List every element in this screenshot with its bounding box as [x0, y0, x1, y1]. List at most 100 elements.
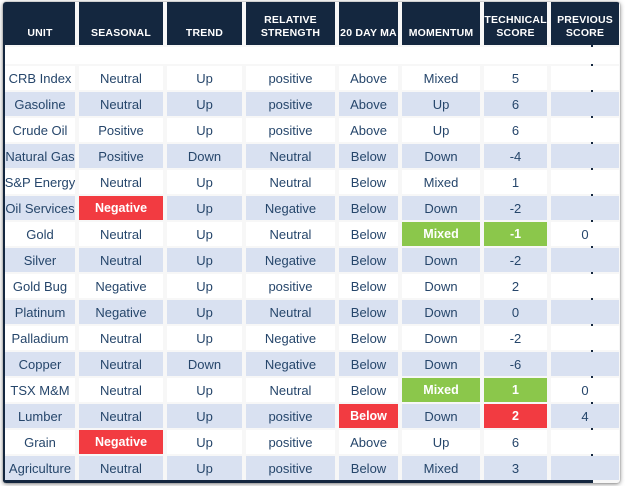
table-cell: [551, 196, 619, 220]
table-cell: Up: [167, 430, 242, 454]
table-cell: Neutral: [79, 456, 163, 480]
table-cell: [551, 274, 619, 298]
table-cell: Below: [339, 222, 398, 246]
table-cell: Up: [167, 170, 242, 194]
table-cell: Mixed: [402, 170, 480, 194]
table-cell: Down: [402, 196, 480, 220]
table-cell: positive: [246, 430, 335, 454]
table-cell: Below: [339, 274, 398, 298]
table-cell: [551, 92, 619, 116]
table-cell: Negative: [246, 248, 335, 272]
table-cell: Neutral: [79, 92, 163, 116]
table-cell: positive: [246, 66, 335, 90]
row-label-cell: Silver: [5, 248, 75, 272]
table-cell: 2: [484, 404, 547, 428]
row-label-cell: Copper: [5, 352, 75, 376]
row-label-cell: Gasoline: [5, 92, 75, 116]
table-cell: [551, 144, 619, 168]
table-cell: Neutral: [246, 378, 335, 402]
table-cell: Mixed: [402, 456, 480, 480]
table-cell: Up: [167, 274, 242, 298]
table-cell: [551, 170, 619, 194]
table-cell: Up: [167, 326, 242, 350]
table-cell: Up: [167, 196, 242, 220]
table-cell: Up: [167, 404, 242, 428]
table-cell: Down: [402, 300, 480, 324]
table-cell: 4: [551, 404, 619, 428]
row-label-cell: Palladium: [5, 326, 75, 350]
table-cell: Down: [402, 274, 480, 298]
table-cell: positive: [246, 118, 335, 142]
row-label-cell: Agriculture: [5, 456, 75, 480]
row-label-cell: Oil Services: [5, 196, 75, 220]
table-cell: Below: [339, 378, 398, 402]
table-cell: Below: [339, 456, 398, 480]
column-header-unit: UNIT: [5, 2, 75, 45]
row-label-cell: Gold Bug: [5, 274, 75, 298]
table-cell: Positive: [79, 118, 163, 142]
table-cell: Above: [339, 66, 398, 90]
table-cell: Down: [402, 404, 480, 428]
table-cell: [551, 118, 619, 142]
table-cell: Below: [339, 144, 398, 168]
table-cell: Negative: [79, 430, 163, 454]
table-cell: 1: [484, 378, 547, 402]
table-cell: positive: [246, 456, 335, 480]
table-cell: Neutral: [79, 170, 163, 194]
table-cell: Neutral: [79, 378, 163, 402]
table-cell: Below: [339, 300, 398, 324]
row-label-cell: CRB Index: [5, 66, 75, 90]
table-cell: -6: [484, 352, 547, 376]
table-cell: 6: [484, 92, 547, 116]
table-cell: Down: [402, 248, 480, 272]
table-cell: Up: [167, 456, 242, 480]
column-header-relative-strength: RELATIVE STRENGTH: [246, 2, 335, 45]
table-cell: Negative: [246, 196, 335, 220]
table-cell: Up: [167, 248, 242, 272]
table-cell: Below: [339, 352, 398, 376]
table-cell: Negative: [79, 196, 163, 220]
table-cell: Negative: [79, 300, 163, 324]
table-cell: Above: [339, 118, 398, 142]
table-cell: [551, 352, 619, 376]
row-label-cell: TSX M&M: [5, 378, 75, 402]
table-cell: 2: [484, 274, 547, 298]
table-cell: 6: [484, 430, 547, 454]
table-cell: Mixed: [402, 378, 480, 402]
table-cell: [551, 456, 619, 480]
table-cell: Down: [402, 144, 480, 168]
row-label-cell: Gold: [5, 222, 75, 246]
table-cell: -2: [484, 248, 547, 272]
row-label-cell: Crude Oil: [5, 118, 75, 142]
table-cell: Mixed: [402, 222, 480, 246]
column-header-20-day-ma: 20 DAY MA: [339, 2, 398, 45]
table-cell: Down: [402, 352, 480, 376]
table-cell: Up: [167, 300, 242, 324]
table-cell: Neutral: [246, 144, 335, 168]
table-cell: [551, 248, 619, 272]
table-cell: [551, 300, 619, 324]
table-cell: Below: [339, 196, 398, 220]
table-cell: Neutral: [79, 326, 163, 350]
column-header-trend: TREND: [167, 2, 242, 45]
table-cell: positive: [246, 92, 335, 116]
table-cell: 3: [484, 456, 547, 480]
row-label-cell: Platinum: [5, 300, 75, 324]
table-cell: [551, 66, 619, 90]
table-cell: 0: [551, 222, 619, 246]
table-cell: -2: [484, 326, 547, 350]
table-cell: Up: [167, 92, 242, 116]
table-cell: positive: [246, 274, 335, 298]
table-cell: Up: [402, 92, 480, 116]
table-cell: Neutral: [246, 300, 335, 324]
table-cell: Below: [339, 326, 398, 350]
table-cell: Below: [339, 404, 398, 428]
table-cell: -4: [484, 144, 547, 168]
table-cell: Up: [167, 66, 242, 90]
row-label-cell: Grain: [5, 430, 75, 454]
table-cell: Below: [339, 248, 398, 272]
table-cell: Mixed: [402, 66, 480, 90]
technical-score-table-image: UNIT SEASONAL TREND RELATIVE STRENGTH 20 DAY…: [3, 2, 620, 483]
column-header-momentum: MOMENTUM: [402, 2, 480, 45]
table-cell: Above: [339, 430, 398, 454]
